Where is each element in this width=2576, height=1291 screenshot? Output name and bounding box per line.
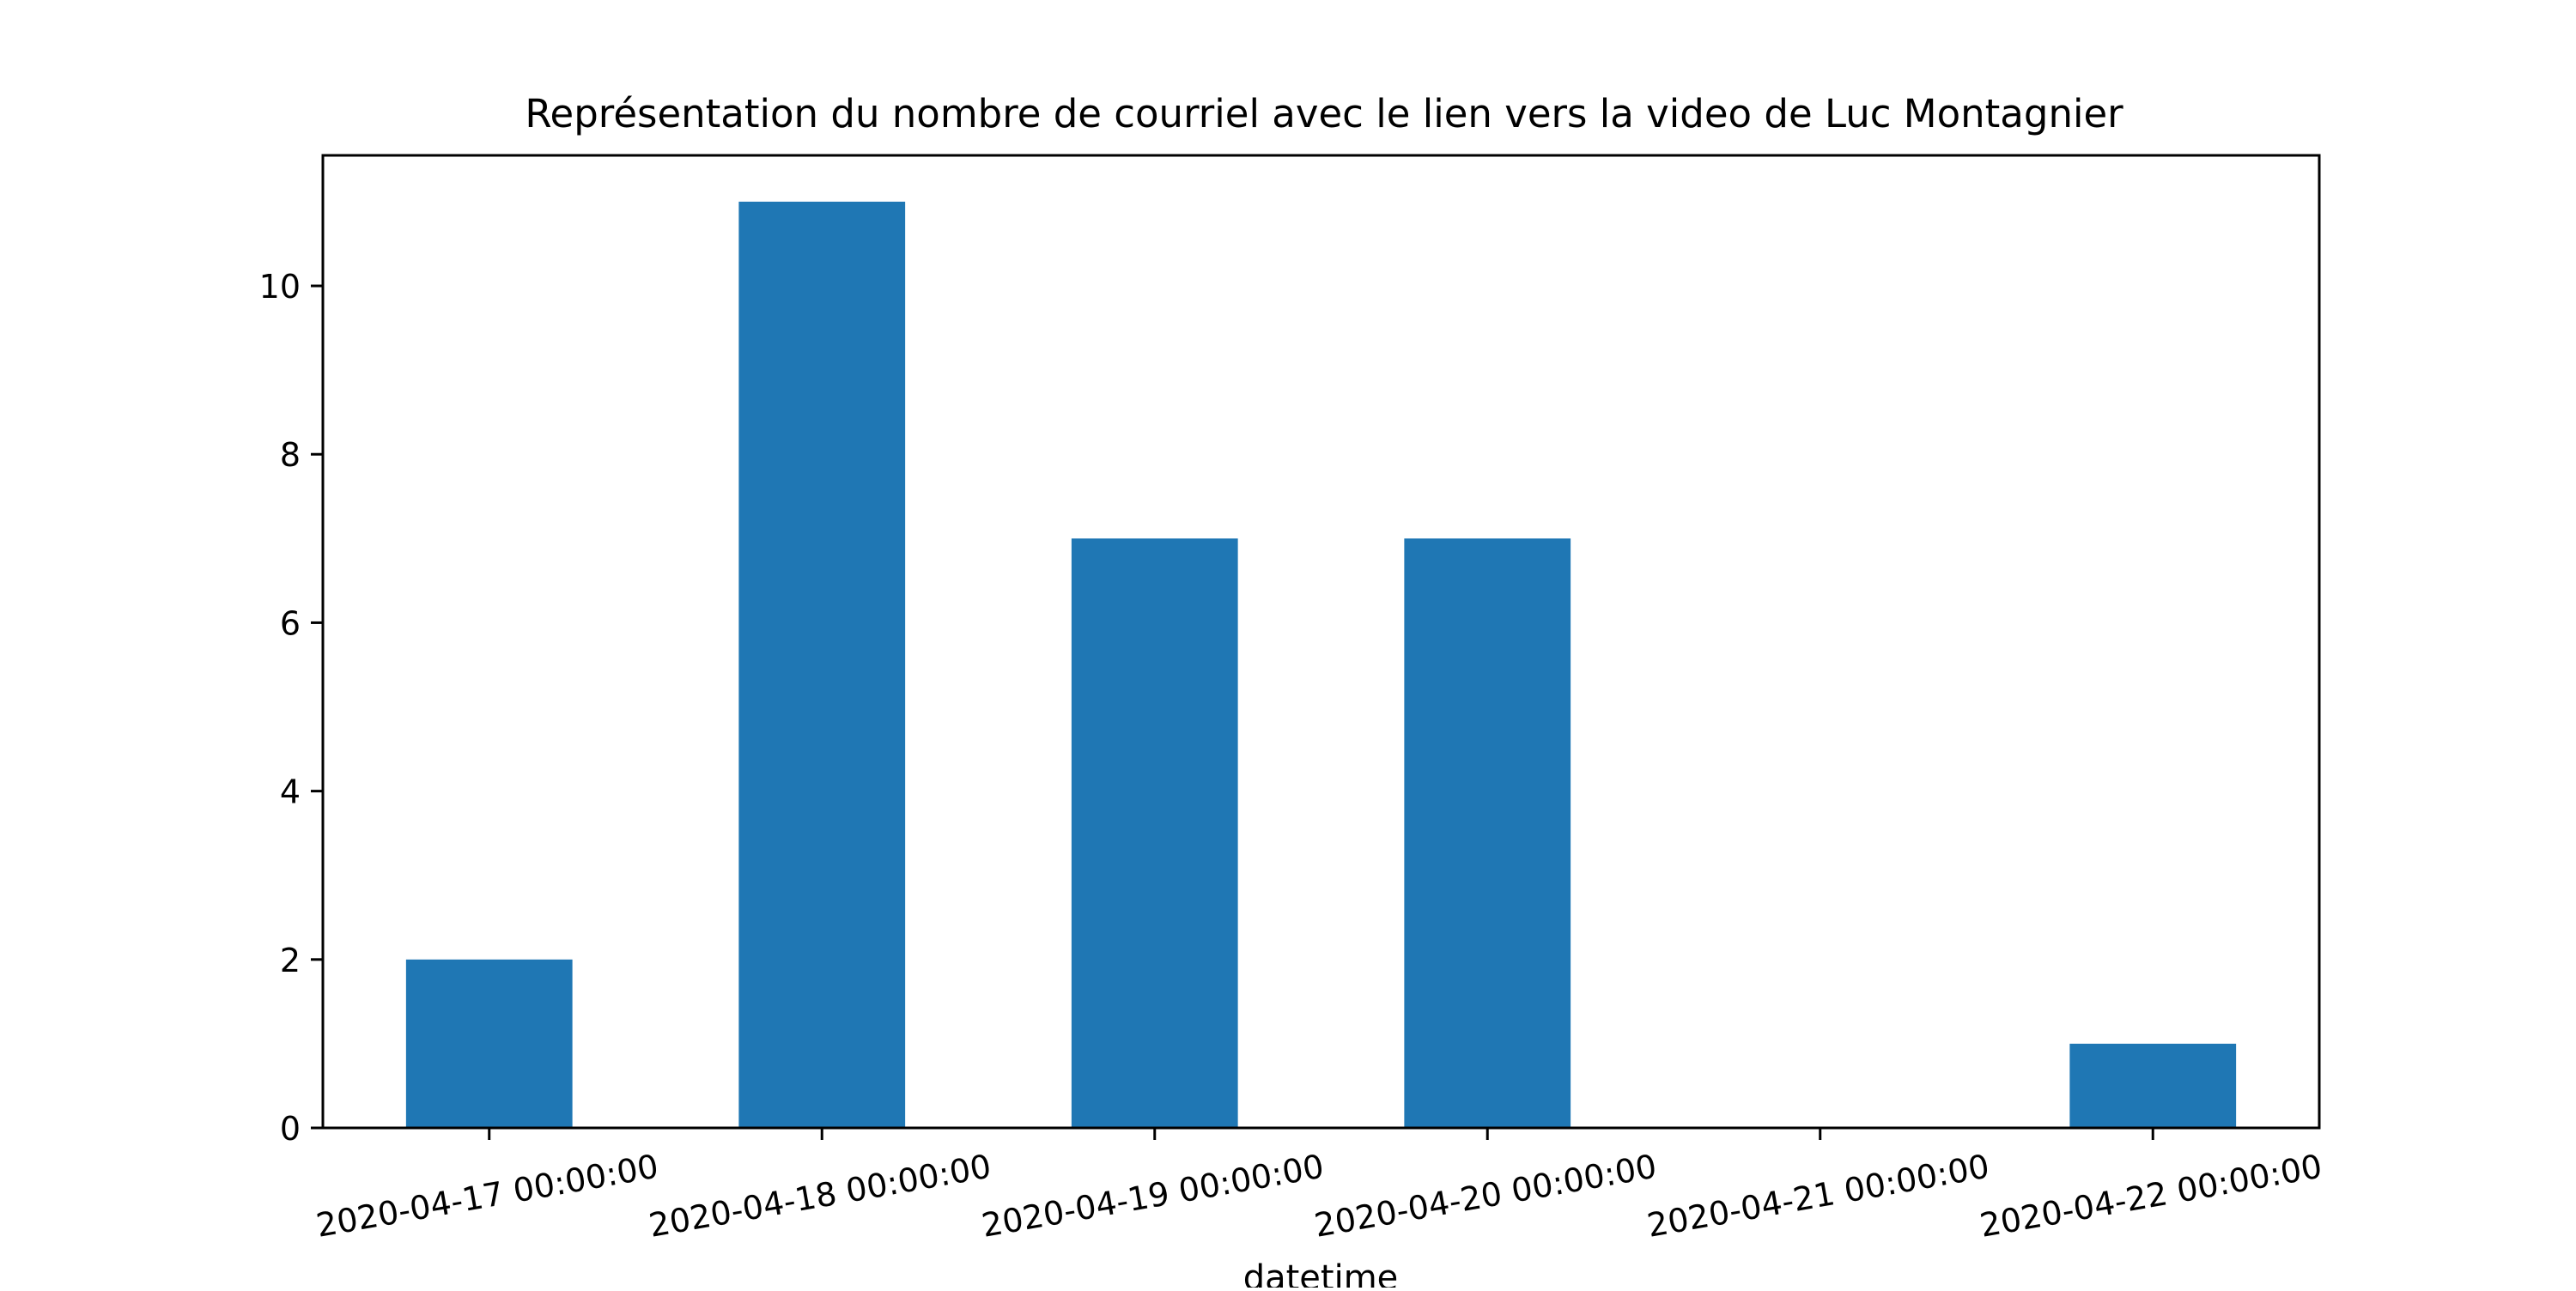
x-tick-label: 2020-04-20 00:00:00 [1311, 1147, 1659, 1244]
plot-frame [321, 154, 2321, 1130]
y-tick-label: 0 [280, 1110, 301, 1148]
y-axis: 0 2 4 6 8 10 [259, 268, 323, 1148]
bar-2020-04-17 [405, 959, 573, 1128]
bars-layer [405, 201, 2237, 1128]
x-tick-label: 2020-04-18 00:00:00 [646, 1147, 993, 1244]
bar-2020-04-19 [1071, 538, 1238, 1128]
chart-title: Représentation du nombre de courriel ave… [525, 91, 2123, 136]
x-tick-label: 2020-04-21 00:00:00 [1644, 1147, 1992, 1244]
bar-2020-04-22 [2069, 1043, 2237, 1128]
bar-2020-04-18 [738, 201, 906, 1128]
bar-2020-04-20 [1404, 538, 1571, 1128]
y-tick-label: 2 [280, 942, 301, 979]
x-tick-label: 2020-04-19 00:00:00 [979, 1147, 1327, 1244]
y-tick-label: 8 [280, 436, 301, 474]
y-tick-label: 4 [280, 773, 301, 811]
x-tick-label: 2020-04-17 00:00:00 [313, 1147, 661, 1244]
y-tick-label: 10 [259, 268, 301, 306]
x-tick-label: 2020-04-22 00:00:00 [1977, 1147, 2324, 1244]
x-axis-label: datetime [1243, 1258, 1399, 1288]
y-tick-label: 6 [280, 604, 301, 642]
